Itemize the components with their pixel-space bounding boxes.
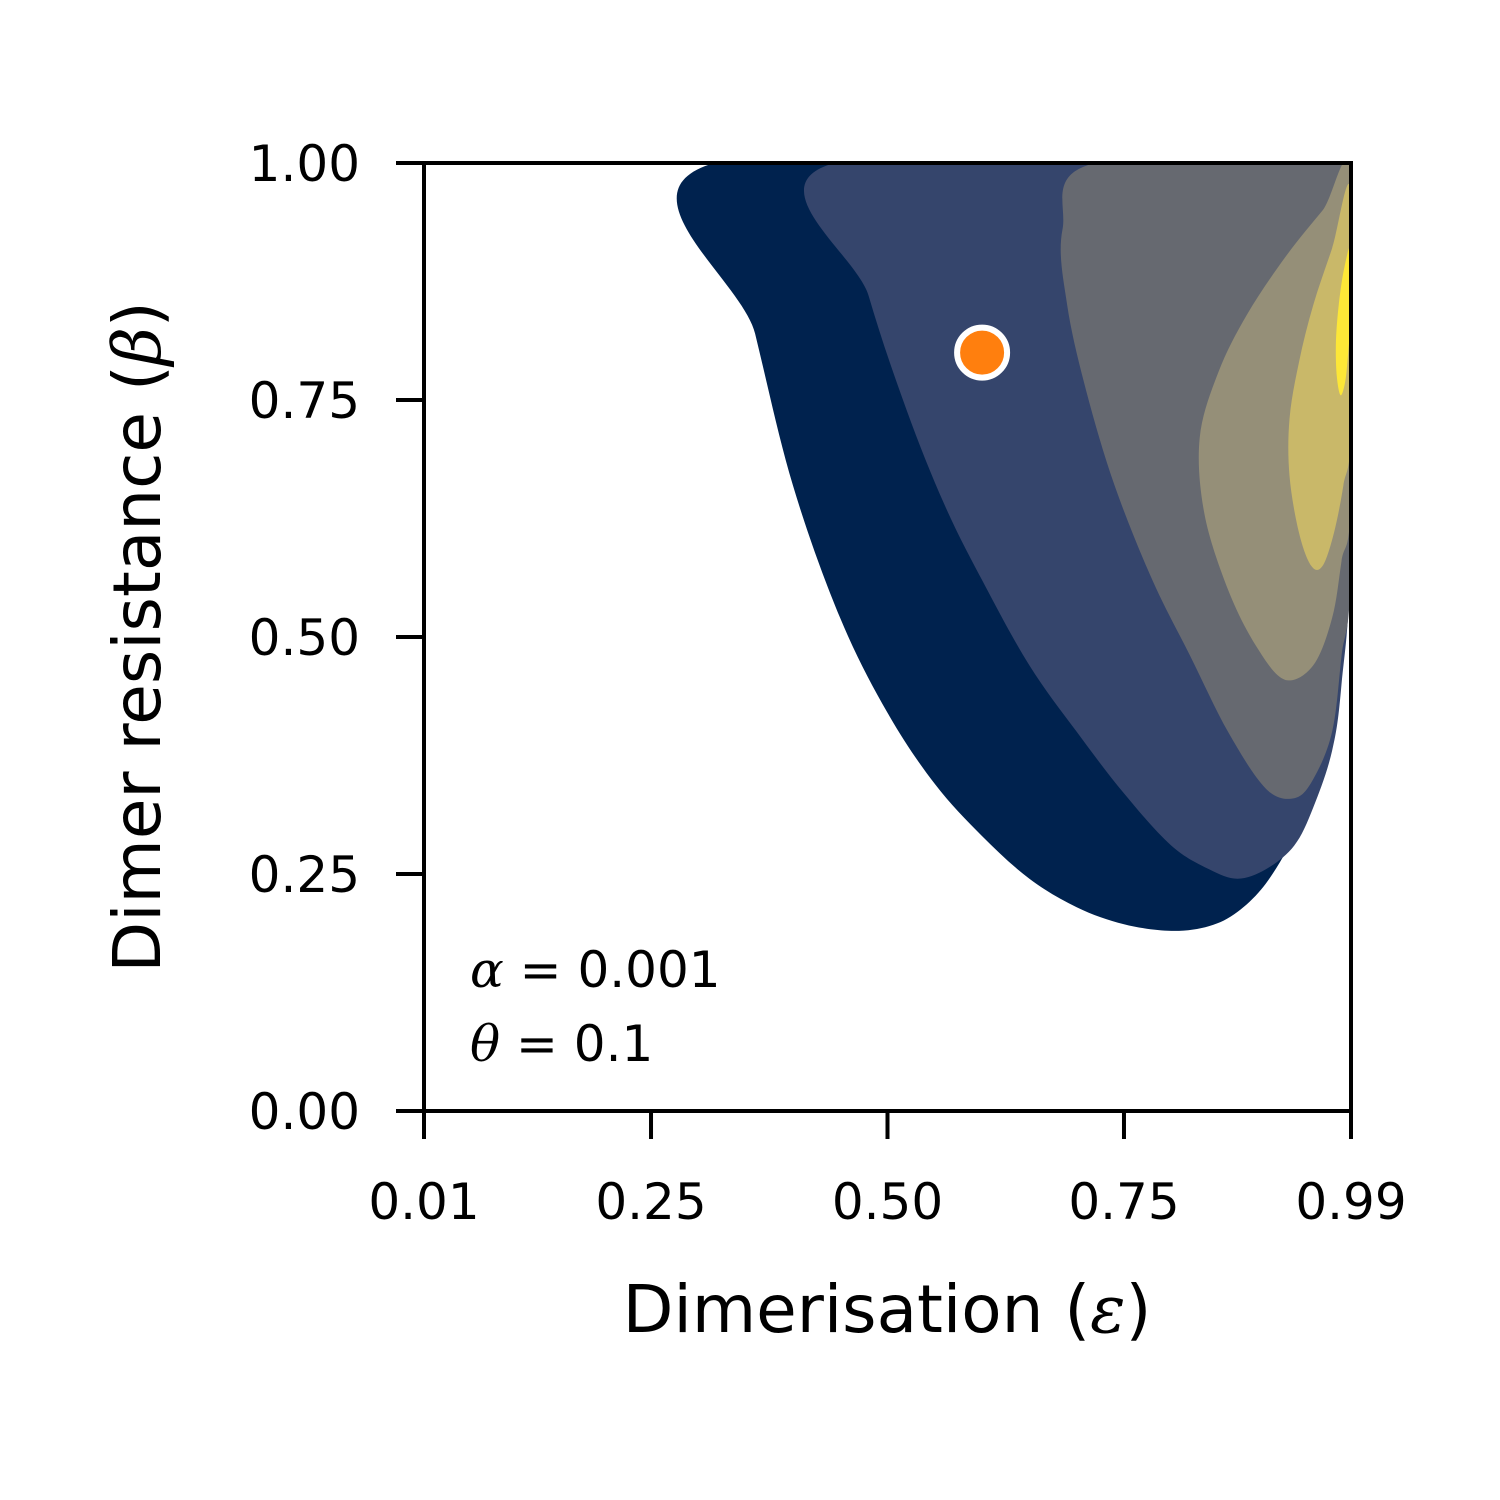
x-tick-label: 0.01 <box>368 1173 479 1231</box>
x-axis-label: Dimerisation (ε) <box>623 1271 1152 1348</box>
x-tick-label: 0.99 <box>1295 1173 1406 1231</box>
contour-fill-group <box>676 163 1351 931</box>
contour-level-5 <box>1288 183 1351 571</box>
annotation-theta: θ = 0.1 <box>470 1015 653 1073</box>
y-tick-label: 1.00 <box>249 135 360 193</box>
y-tick-label: 0.50 <box>249 609 360 667</box>
x-tick-label: 0.50 <box>832 1173 943 1231</box>
x-axis: 0.01 0.25 0.50 0.75 0.99 <box>368 1111 1407 1231</box>
highlight-point-group <box>954 324 1011 381</box>
y-axis-label: Dimer resistance (β) <box>99 301 176 972</box>
y-tick-label: 0.25 <box>249 846 360 904</box>
x-tick-label: 0.75 <box>1068 1173 1179 1231</box>
y-tick-label: 0.00 <box>249 1083 360 1141</box>
contour-level-6 <box>1335 246 1351 396</box>
highlight-point <box>954 324 1011 381</box>
y-axis: 0.00 0.25 0.50 0.75 1.00 <box>249 135 424 1141</box>
annotation-alpha: α = 0.001 <box>470 941 721 999</box>
x-tick-label: 0.25 <box>595 1173 706 1231</box>
y-tick-label: 0.75 <box>249 372 360 430</box>
